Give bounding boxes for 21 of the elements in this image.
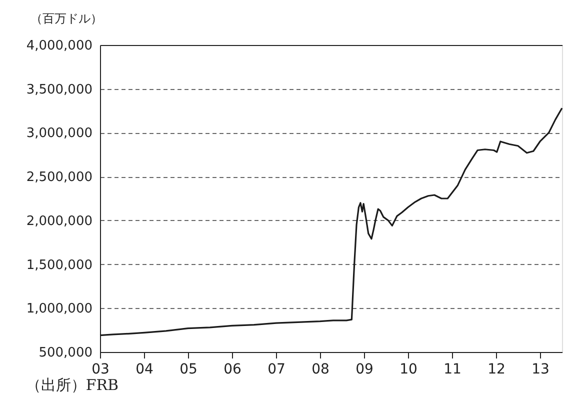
text: （出所）FRB [26, 376, 119, 394]
y-tick-label: 2,000,000 [26, 214, 92, 229]
y-tick-label: 2,500,000 [26, 170, 92, 186]
y-tick-label: 3,000,000 [26, 126, 92, 142]
x-tick-label: 13 [532, 362, 550, 378]
x-tick-label: 12 [488, 362, 506, 378]
x-tick-label: 08 [312, 362, 330, 378]
x-tick-label: 09 [356, 362, 374, 378]
y-tick-label: 500,000 [38, 346, 92, 360]
y-tick-label: 4,000,000 [26, 38, 92, 54]
x-tick-label: 07 [268, 362, 286, 378]
y-tick-label: 1,000,000 [26, 302, 92, 317]
x-tick-label: 06 [224, 362, 242, 378]
x-tick-label: 05 [180, 362, 198, 378]
y-tick-label: 1,500,000 [26, 258, 92, 273]
y-axis-title: （百万ドル） [30, 12, 102, 26]
x-tick-label: 04 [136, 362, 154, 378]
y-tick-label: 3,500,000 [26, 82, 92, 98]
x-tick-label: 10 [400, 362, 418, 378]
x-tick-label: 11 [444, 362, 462, 378]
x-tick-label: 03 [92, 362, 110, 378]
